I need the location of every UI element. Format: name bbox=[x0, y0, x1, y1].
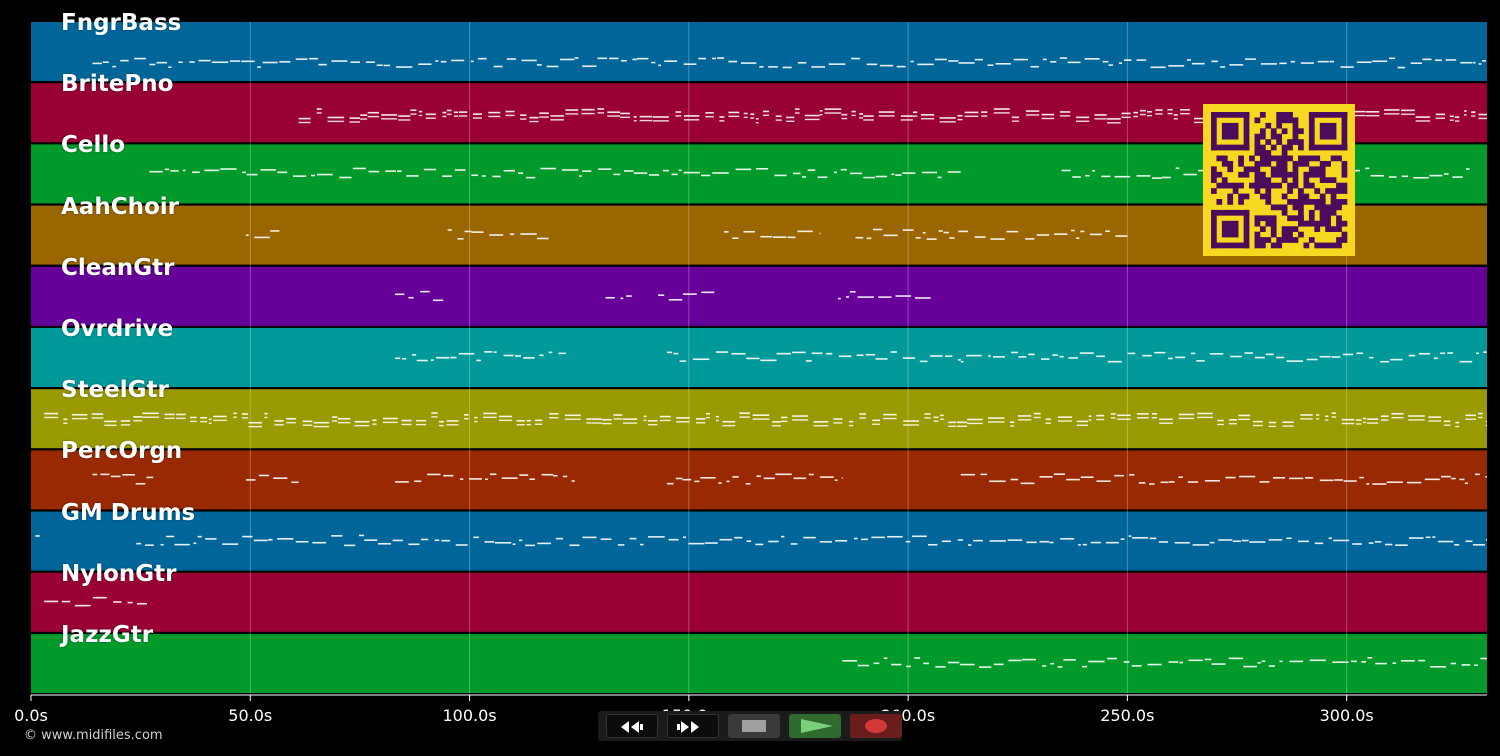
track-lane bbox=[31, 22, 1487, 81]
track-label: NylonGtr bbox=[61, 560, 177, 587]
tick-label: 250.0s bbox=[1100, 706, 1155, 725]
track-lane bbox=[31, 328, 1487, 387]
copyright-text: © www.midifiles.com bbox=[24, 728, 163, 743]
track-label: BritePno bbox=[61, 71, 174, 98]
track-lane bbox=[31, 511, 1487, 571]
fast-forward-button[interactable] bbox=[667, 714, 719, 738]
track-label: JazzGtr bbox=[61, 622, 154, 648]
stop-icon bbox=[742, 720, 766, 732]
rewind-button[interactable] bbox=[606, 714, 658, 738]
play-icon bbox=[801, 719, 833, 733]
tick-label: 300.0s bbox=[1319, 706, 1374, 725]
track-lane bbox=[31, 634, 1487, 693]
tick-label: 0.0s bbox=[14, 706, 48, 725]
qr-code bbox=[1203, 104, 1355, 256]
track-label: PercOrgn bbox=[61, 438, 183, 465]
track-lane bbox=[31, 266, 1487, 326]
rewind-icon bbox=[621, 721, 643, 733]
track-lane bbox=[31, 572, 1487, 632]
play-button[interactable] bbox=[789, 714, 841, 738]
track-label: AahChoir bbox=[61, 193, 179, 220]
fast-forward-icon bbox=[677, 721, 699, 733]
track-label: CleanGtr bbox=[61, 254, 175, 281]
track-label: GM Drums bbox=[61, 499, 196, 526]
transport-bar bbox=[598, 711, 902, 741]
track-label: FngrBass bbox=[61, 10, 182, 36]
track-label: SteelGtr bbox=[61, 377, 169, 404]
tick-label: 50.0s bbox=[228, 706, 273, 725]
track-label: Ovrdrive bbox=[61, 316, 174, 342]
stop-button[interactable] bbox=[728, 714, 780, 738]
track-lane bbox=[31, 450, 1487, 510]
track-label: Cello bbox=[61, 132, 126, 159]
record-button[interactable] bbox=[850, 714, 902, 738]
tick-label: 100.0s bbox=[442, 706, 497, 725]
record-icon bbox=[865, 719, 887, 733]
